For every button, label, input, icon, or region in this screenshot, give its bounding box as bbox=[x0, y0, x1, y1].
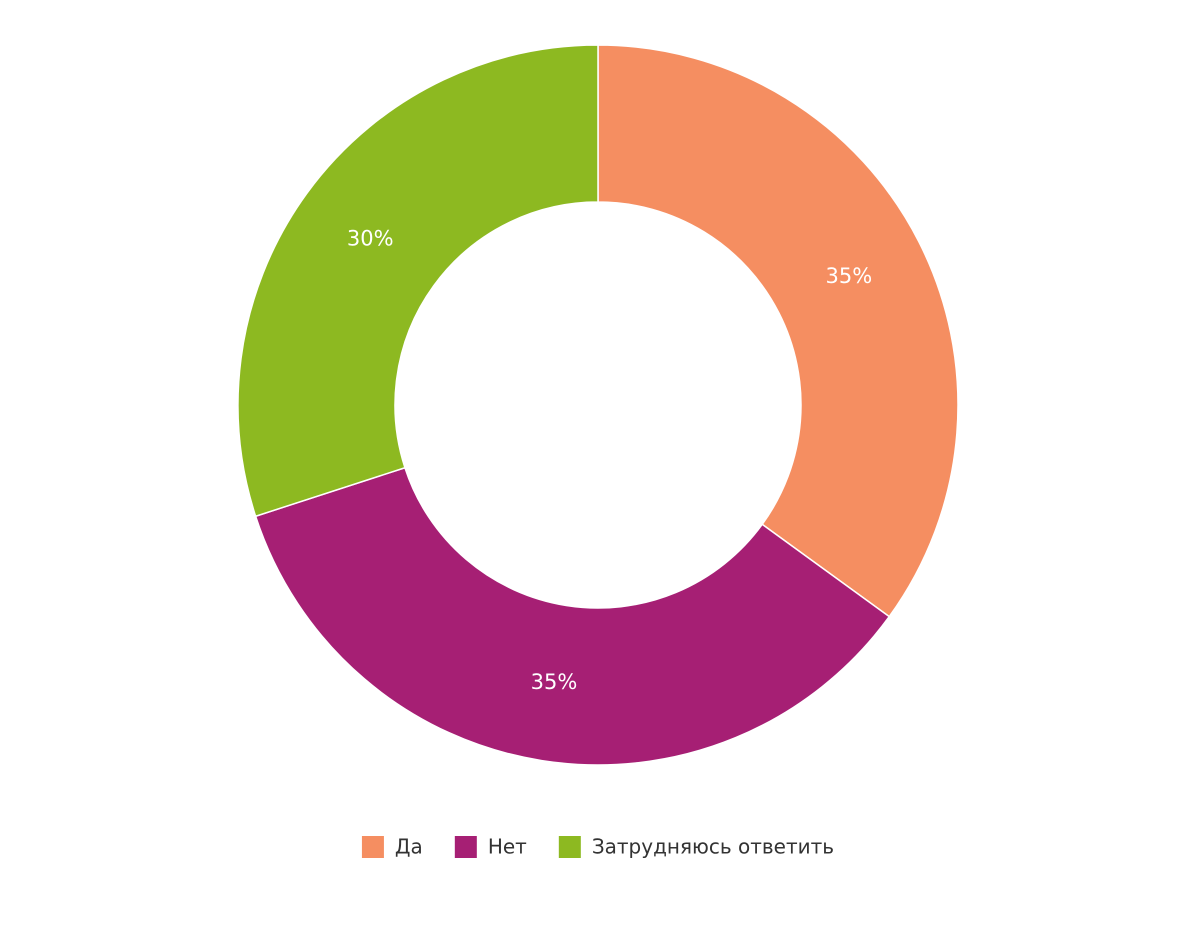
legend-swatch bbox=[558, 836, 581, 858]
legend-label: Да bbox=[395, 835, 423, 859]
legend: Да Нет Затрудняюсь ответить bbox=[361, 835, 834, 859]
legend-label: Нет bbox=[488, 835, 527, 859]
legend-swatch bbox=[361, 836, 384, 858]
donut bbox=[237, 44, 959, 766]
value-label: 30% bbox=[347, 227, 394, 251]
value-label: 35% bbox=[825, 264, 872, 288]
slice bbox=[254, 466, 891, 766]
value-label: 35% bbox=[531, 670, 578, 694]
legend-label: Затрудняюсь ответить bbox=[592, 835, 834, 859]
slice bbox=[237, 44, 599, 518]
value-labels: 35% 35% 30% bbox=[347, 227, 872, 694]
slice bbox=[597, 44, 959, 618]
legend-swatch bbox=[454, 836, 477, 858]
